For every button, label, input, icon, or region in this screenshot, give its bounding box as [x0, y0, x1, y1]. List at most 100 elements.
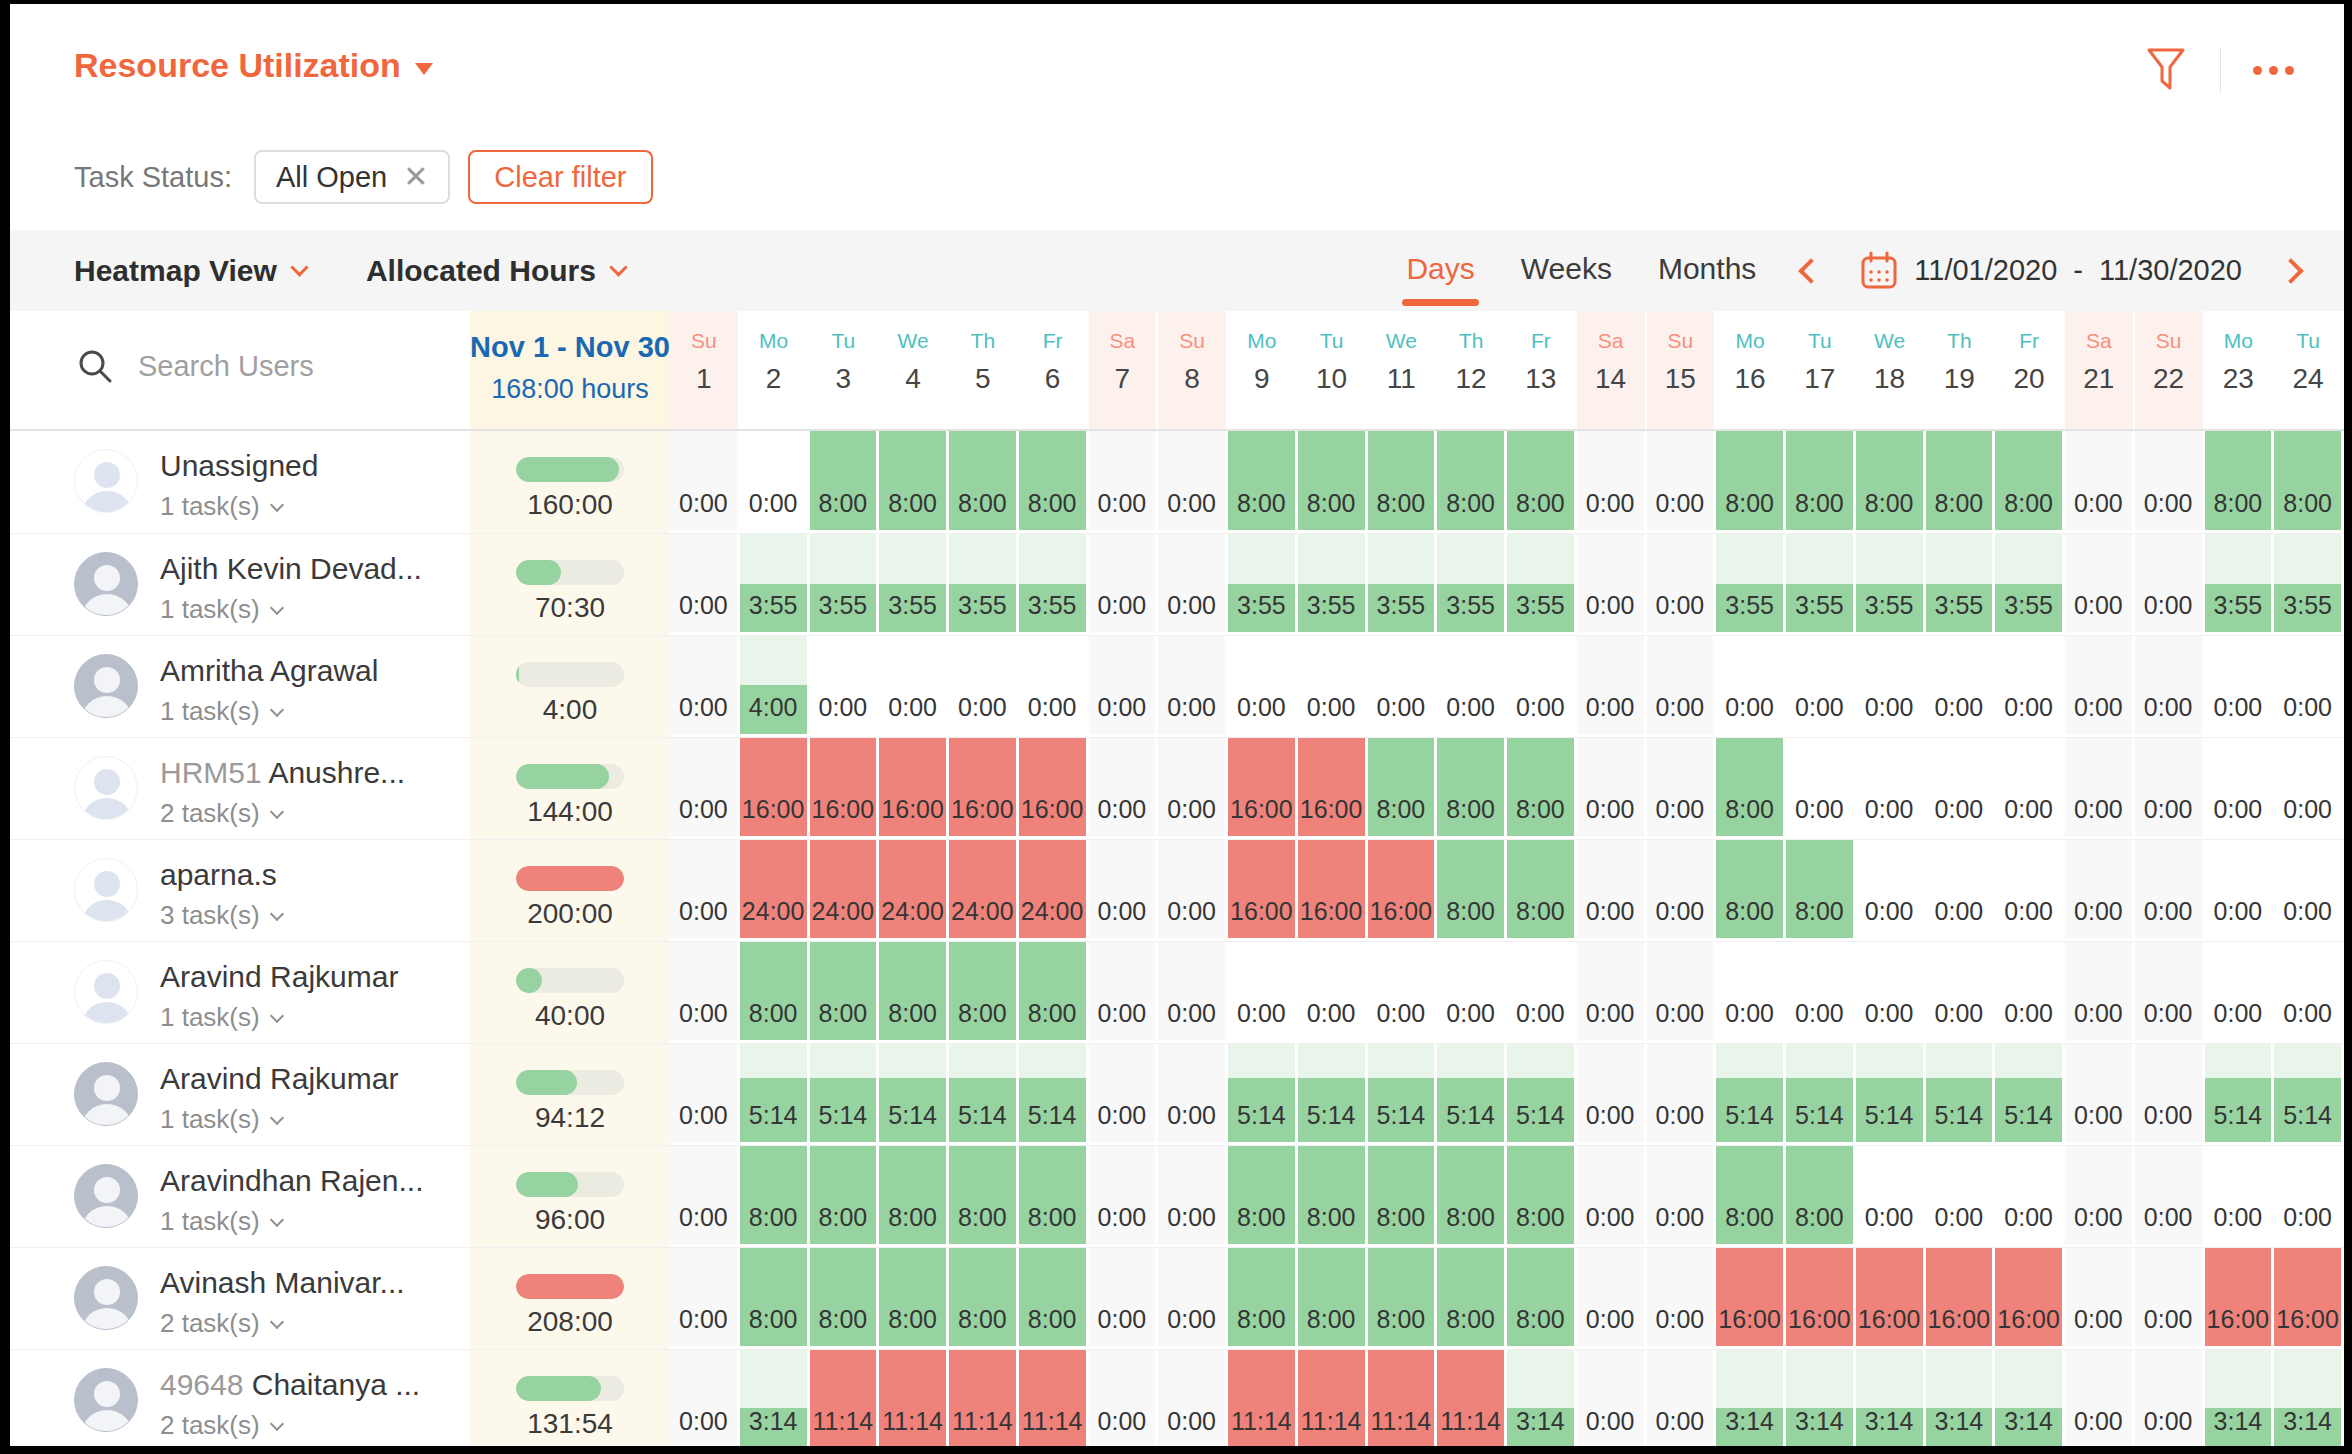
day-cell[interactable]: 16:00 [1786, 1248, 1856, 1349]
day-cell[interactable]: 5:14 [1437, 1044, 1507, 1145]
day-cell[interactable]: 0:00 [2065, 534, 2135, 635]
more-ellipsis-icon[interactable] [2251, 56, 2296, 85]
day-cell[interactable]: 3:55 [810, 534, 880, 635]
day-cell[interactable]: 0:00 [2135, 1146, 2205, 1247]
user-tasks-toggle[interactable]: 2 task(s) [160, 1308, 282, 1339]
day-cell[interactable]: 5:14 [949, 1044, 1019, 1145]
day-cell[interactable]: 11:14 [810, 1350, 880, 1446]
day-column-header[interactable]: Su15 [1647, 311, 1717, 429]
day-cell[interactable]: 0:00 [1437, 636, 1507, 737]
day-cell[interactable]: 0:00 [1577, 738, 1647, 839]
day-cell[interactable]: 0:00 [1926, 636, 1996, 737]
day-cell[interactable]: 8:00 [1437, 840, 1507, 941]
search-users-input[interactable] [138, 350, 438, 383]
day-column-header[interactable]: Mo16 [1716, 311, 1786, 429]
day-cell[interactable]: 3:14 [1995, 1350, 2065, 1446]
user-tasks-toggle[interactable]: 1 task(s) [160, 594, 282, 625]
day-cell[interactable]: 0:00 [2065, 840, 2135, 941]
day-cell[interactable]: 8:00 [810, 942, 880, 1043]
day-column-header[interactable]: Fr6 [1019, 311, 1089, 429]
user-cell[interactable]: Amritha Agrawal1 task(s) [10, 636, 470, 737]
day-cell[interactable]: 8:00 [1786, 1146, 1856, 1247]
day-cell[interactable]: 0:00 [1089, 1248, 1159, 1349]
day-cell[interactable]: 0:00 [1647, 534, 1717, 635]
day-cell[interactable]: 0:00 [670, 1248, 740, 1349]
day-cell[interactable]: 0:00 [2065, 1248, 2135, 1349]
day-cell[interactable]: 0:00 [2205, 738, 2275, 839]
day-cell[interactable]: 11:14 [1298, 1350, 1368, 1446]
day-cell[interactable]: 0:00 [2135, 636, 2205, 737]
day-cell[interactable]: 3:55 [1856, 534, 1926, 635]
day-cell[interactable]: 0:00 [949, 636, 1019, 737]
user-tasks-toggle[interactable]: 2 task(s) [160, 1410, 282, 1441]
day-cell[interactable]: 0:00 [670, 1350, 740, 1446]
day-cell[interactable]: 0:00 [1298, 636, 1368, 737]
clear-filter-button[interactable]: Clear filter [468, 150, 652, 204]
day-cell[interactable]: 8:00 [879, 1248, 949, 1349]
day-cell[interactable]: 8:00 [949, 431, 1019, 533]
day-cell[interactable]: 0:00 [1089, 1350, 1159, 1446]
day-cell[interactable]: 11:14 [1437, 1350, 1507, 1446]
day-cell[interactable]: 0:00 [1647, 1044, 1717, 1145]
day-cell[interactable]: 0:00 [2135, 534, 2205, 635]
day-cell[interactable]: 0:00 [810, 636, 880, 737]
day-cell[interactable]: 0:00 [1298, 942, 1368, 1043]
day-cell[interactable]: 16:00 [1926, 1248, 1996, 1349]
user-cell[interactable]: Aravind Rajkumar1 task(s) [10, 942, 470, 1043]
user-tasks-toggle[interactable]: 1 task(s) [160, 1104, 282, 1135]
day-cell[interactable]: 0:00 [879, 636, 949, 737]
day-cell[interactable]: 8:00 [1368, 738, 1438, 839]
day-cell[interactable]: 8:00 [879, 431, 949, 533]
day-cell[interactable]: 0:00 [2065, 942, 2135, 1043]
task-status-chip[interactable]: All Open ✕ [254, 150, 450, 204]
day-cell[interactable]: 0:00 [1577, 942, 1647, 1043]
day-cell[interactable]: 8:00 [1437, 1248, 1507, 1349]
day-column-header[interactable]: Tu10 [1298, 311, 1368, 429]
day-cell[interactable]: 5:14 [1298, 1044, 1368, 1145]
day-cell[interactable]: 0:00 [2135, 738, 2205, 839]
day-cell[interactable]: 24:00 [879, 840, 949, 941]
day-cell[interactable]: 8:00 [1437, 738, 1507, 839]
day-cell[interactable]: 0:00 [2135, 942, 2205, 1043]
day-cell[interactable]: 3:55 [1716, 534, 1786, 635]
day-cell[interactable]: 8:00 [1716, 840, 1786, 941]
day-cell[interactable]: 0:00 [1716, 942, 1786, 1043]
day-cell[interactable]: 0:00 [1926, 942, 1996, 1043]
day-cell[interactable]: 8:00 [879, 942, 949, 1043]
day-cell[interactable]: 0:00 [1158, 1350, 1228, 1446]
day-cell[interactable]: 3:14 [2274, 1350, 2344, 1446]
day-cell[interactable]: 8:00 [1507, 431, 1577, 533]
day-cell[interactable]: 0:00 [1507, 942, 1577, 1043]
day-cell[interactable]: 3:55 [1019, 534, 1089, 635]
day-cell[interactable]: 8:00 [1298, 1248, 1368, 1349]
day-cell[interactable]: 5:14 [1507, 1044, 1577, 1145]
day-cell[interactable]: 0:00 [2274, 840, 2344, 941]
day-cell[interactable]: 8:00 [1019, 1146, 1089, 1247]
day-cell[interactable]: 8:00 [1298, 431, 1368, 533]
day-cell[interactable]: 0:00 [2135, 1248, 2205, 1349]
day-cell[interactable]: 8:00 [1786, 431, 1856, 533]
day-cell[interactable]: 8:00 [740, 1146, 810, 1247]
user-tasks-toggle[interactable]: 1 task(s) [160, 491, 282, 522]
day-cell[interactable]: 0:00 [1577, 636, 1647, 737]
day-cell[interactable]: 0:00 [670, 942, 740, 1043]
day-cell[interactable]: 8:00 [1716, 1146, 1786, 1247]
day-cell[interactable]: 0:00 [2135, 840, 2205, 941]
day-column-header[interactable]: Mo9 [1228, 311, 1298, 429]
day-column-header[interactable]: Th19 [1926, 311, 1996, 429]
day-cell[interactable]: 0:00 [1647, 1248, 1717, 1349]
day-cell[interactable]: 0:00 [1089, 942, 1159, 1043]
day-cell[interactable]: 8:00 [810, 431, 880, 533]
day-cell[interactable]: 0:00 [1647, 1146, 1717, 1247]
day-cell[interactable]: 24:00 [810, 840, 880, 941]
date-range-picker[interactable]: 11/01/2020 - 11/30/2020 [1860, 251, 2242, 291]
day-cell[interactable]: 8:00 [1437, 1146, 1507, 1247]
day-cell[interactable]: 0:00 [1089, 738, 1159, 839]
day-cell[interactable]: 0:00 [1786, 636, 1856, 737]
day-column-header[interactable]: Su1 [670, 311, 740, 429]
day-column-header[interactable]: We11 [1368, 311, 1438, 429]
user-cell[interactable]: Unassigned1 task(s) [10, 431, 470, 533]
day-cell[interactable]: 11:14 [949, 1350, 1019, 1446]
day-cell[interactable]: 0:00 [2205, 636, 2275, 737]
day-cell[interactable]: 8:00 [810, 1248, 880, 1349]
